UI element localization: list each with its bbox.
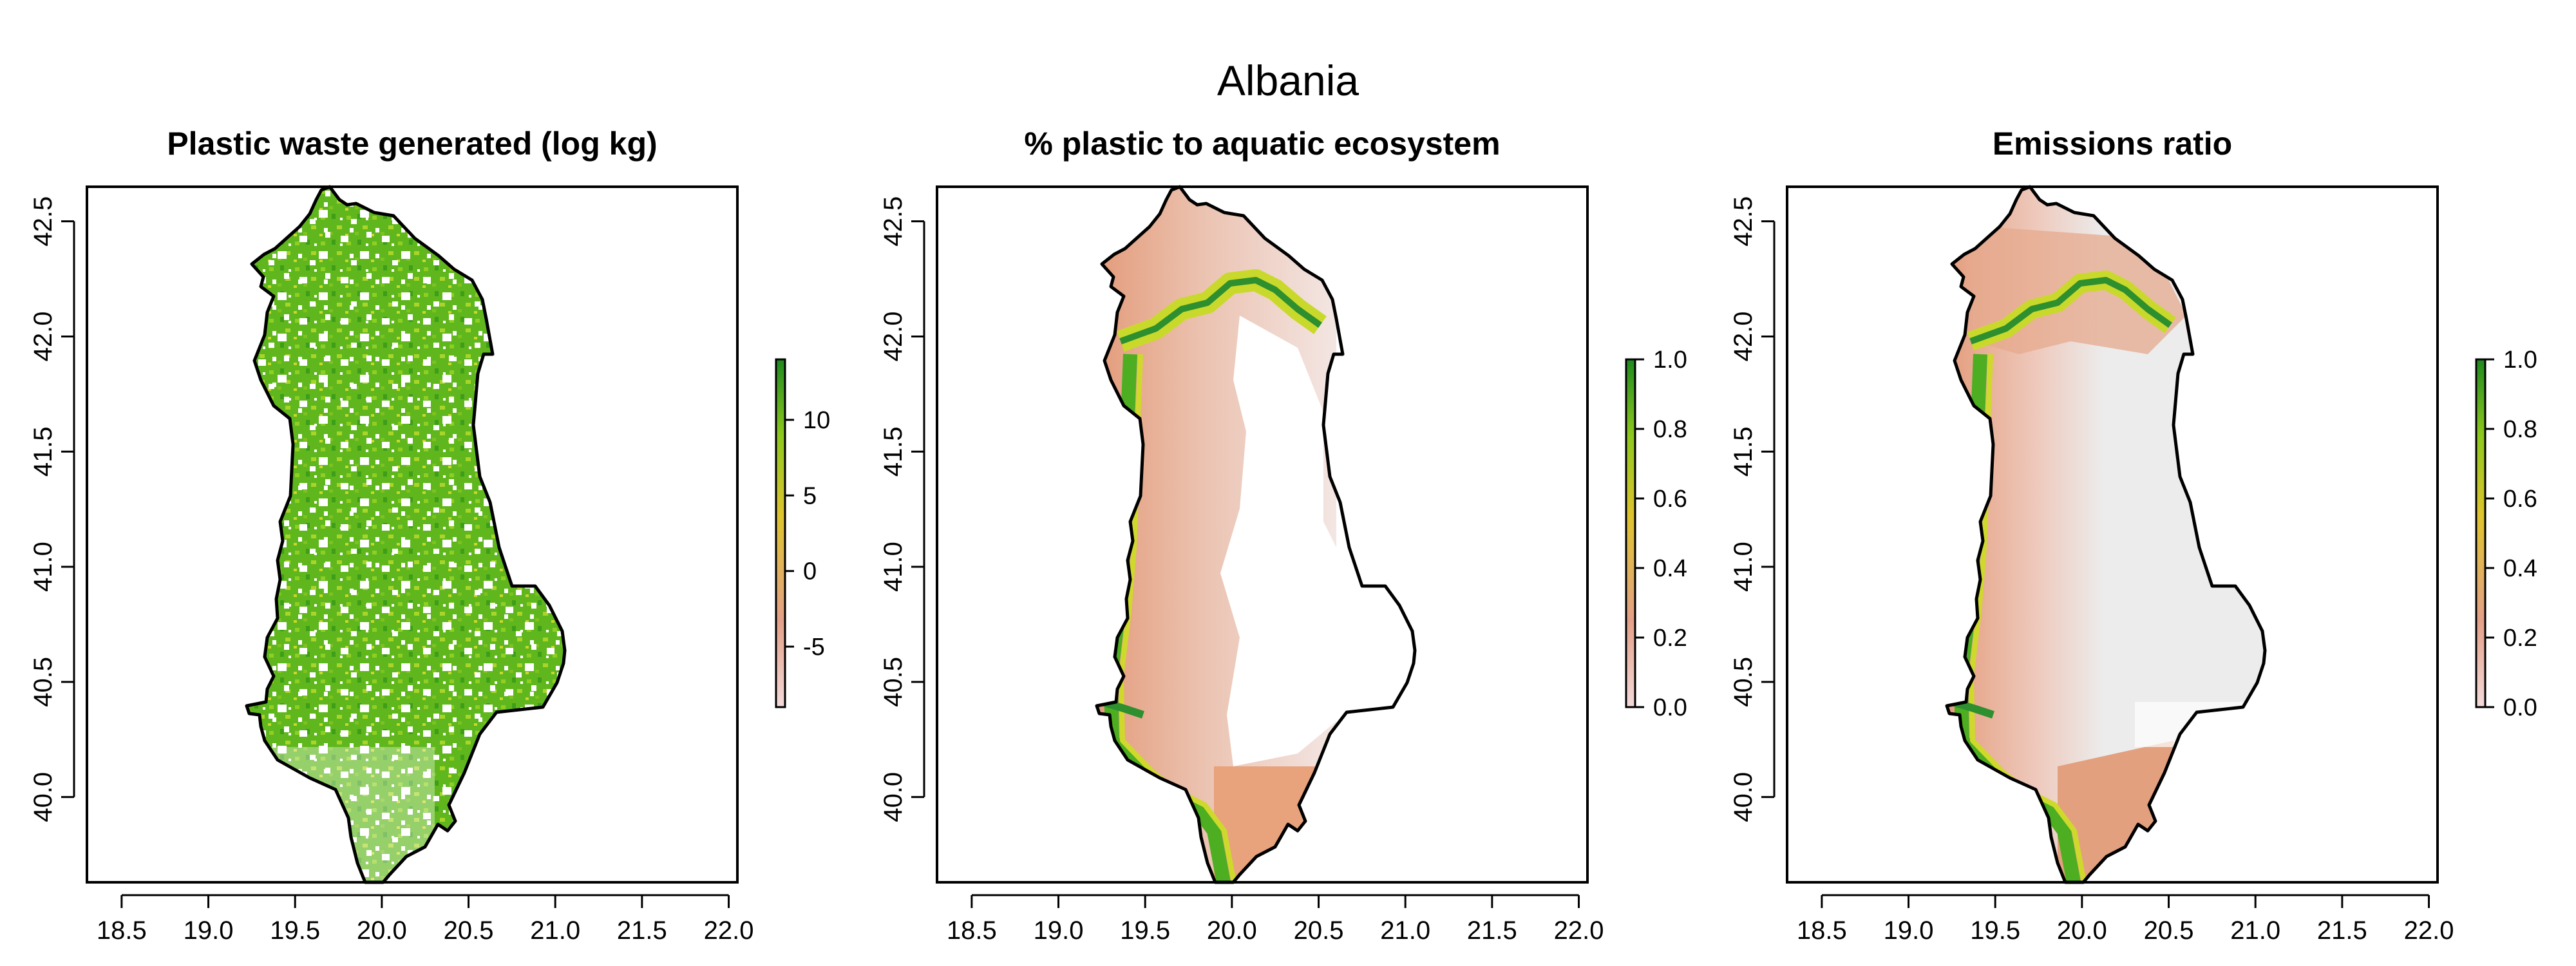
colorbar-label: 10 — [803, 407, 830, 434]
x-tick-label: 20.0 — [357, 916, 407, 945]
y-tick-label: 42.0 — [1729, 312, 1757, 362]
panel-title: % plastic to aquatic ecosystem — [1024, 126, 1500, 162]
y-tick-label: 41.0 — [879, 542, 907, 592]
raster-layer — [247, 187, 565, 882]
y-tick-label: 42.5 — [1729, 196, 1757, 247]
colorbar-label: 1.0 — [2503, 346, 2537, 374]
y-tick-label: 40.5 — [879, 657, 907, 707]
x-tick-label: 21.5 — [2317, 916, 2367, 945]
x-tick-label: 21.0 — [1380, 916, 1430, 945]
x-tick-label: 19.0 — [184, 916, 234, 945]
y-tick-label: 41.5 — [879, 426, 907, 477]
y-tick-label: 40.0 — [29, 772, 57, 822]
map-frame — [936, 185, 1589, 884]
y-tick-label: 40.5 — [1729, 657, 1757, 707]
colorbar-label: 0.0 — [2503, 694, 2537, 721]
map-frame — [1786, 185, 2439, 884]
x-tick-label: 19.0 — [1884, 916, 1934, 945]
colorbar-label: 0.4 — [1653, 555, 1687, 582]
colorbar-label: 0.6 — [2503, 486, 2537, 513]
x-tick-label: 20.5 — [444, 916, 494, 945]
x-tick-label: 18.5 — [1797, 916, 1847, 945]
y-tick-label: 40.0 — [879, 772, 907, 822]
panel-title: Plastic waste generated (log kg) — [167, 126, 657, 162]
colorbar-label: 0.0 — [1653, 694, 1687, 721]
colorbar: 10 5 0 -5 — [775, 358, 830, 708]
x-tick-label: 18.5 — [97, 916, 147, 945]
y-tick-label: 40.0 — [1729, 772, 1757, 822]
raster-layer — [1947, 187, 2265, 882]
y-tick-label: 40.5 — [29, 657, 57, 707]
colorbar: 1.0 0.8 0.6 0.4 0.2 0.0 — [1625, 346, 1687, 721]
y-tick-label: 41.5 — [1729, 426, 1757, 477]
y-tick-label: 42.5 — [29, 196, 57, 247]
map-frame — [86, 185, 739, 884]
colorbar-label: 5 — [803, 482, 817, 509]
x-tick-label: 18.5 — [947, 916, 997, 945]
y-axis: 40.0 40.5 41.0 41.5 42.0 42.5 — [879, 196, 925, 822]
y-tick-label: 41.0 — [29, 542, 57, 592]
x-tick-label: 20.5 — [1294, 916, 1344, 945]
x-tick-label: 22.0 — [704, 916, 754, 945]
y-tick-label: 41.5 — [29, 426, 57, 477]
y-tick-label: 42.5 — [879, 196, 907, 247]
figure-title: Albania — [1217, 57, 1359, 104]
x-tick-label: 20.5 — [2144, 916, 2194, 945]
x-tick-label: 21.0 — [530, 916, 580, 945]
panel-title: Emissions ratio — [1993, 126, 2232, 162]
colorbar-label: -5 — [803, 634, 825, 661]
raster-layer — [1097, 187, 1415, 882]
colorbar-label: 0.4 — [2503, 555, 2537, 582]
colorbar-label: 0.8 — [1653, 416, 1687, 443]
panel-emissions-ratio: Emissions ratio 18.5 19.0 19.5 20.0 20.5 21.0… — [1729, 126, 2537, 945]
x-tick-label: 22.0 — [2404, 916, 2454, 945]
x-tick-label: 19.0 — [1034, 916, 1084, 945]
x-axis: 18.5 19.0 19.5 20.0 20.5 21.0 21.5 22.0 — [1797, 894, 2454, 945]
colorbar-label: 0.8 — [2503, 416, 2537, 443]
y-tick-label: 42.0 — [29, 312, 57, 362]
x-tick-label: 19.5 — [1970, 916, 2020, 945]
colorbar-label: 0.2 — [2503, 625, 2537, 652]
colorbar-label: 0.2 — [1653, 625, 1687, 652]
x-axis: 18.5 19.0 19.5 20.0 20.5 21.0 21.5 22.0 — [947, 894, 1604, 945]
x-tick-label: 22.0 — [1554, 916, 1604, 945]
x-tick-label: 21.0 — [2230, 916, 2280, 945]
x-tick-label: 20.0 — [2057, 916, 2107, 945]
colorbar: 1.0 0.8 0.6 0.4 0.2 0.0 — [2475, 346, 2537, 721]
colorbar-label: 1.0 — [1653, 346, 1687, 374]
x-tick-label: 19.5 — [1120, 916, 1170, 945]
x-tick-label: 20.0 — [1207, 916, 1257, 945]
colorbar-label: 0 — [803, 558, 817, 585]
y-tick-label: 41.0 — [1729, 542, 1757, 592]
x-tick-label: 21.5 — [617, 916, 667, 945]
y-axis: 40.0 40.5 41.0 41.5 42.0 42.5 — [29, 196, 75, 822]
colorbar-label: 0.6 — [1653, 486, 1687, 513]
y-axis: 40.0 40.5 41.0 41.5 42.0 42.5 — [1729, 196, 1776, 822]
x-tick-label: 19.5 — [270, 916, 320, 945]
x-tick-label: 21.5 — [1467, 916, 1517, 945]
y-tick-label: 42.0 — [879, 312, 907, 362]
panel-aquatic-share: % plastic to aquatic ecosystem 18.5 19.0 1… — [879, 126, 1687, 945]
x-axis: 18.5 19.0 19.5 20.0 20.5 21.0 21.5 22.0 — [97, 894, 754, 945]
panel-plastic-waste: Plastic waste generated (log kg) 18.5 19.… — [29, 126, 830, 945]
